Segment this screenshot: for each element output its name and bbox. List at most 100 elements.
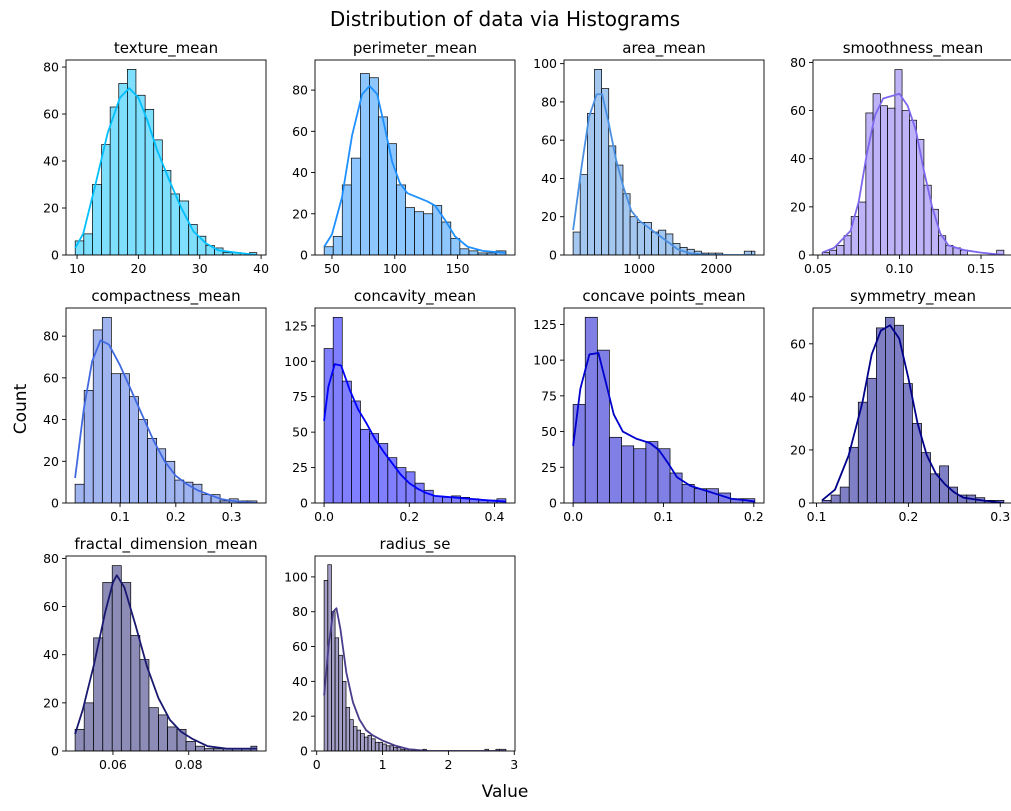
histogram-bar: [360, 733, 365, 751]
plot-area: [74, 565, 258, 751]
histogram-bar: [396, 747, 402, 751]
y-tick-label: 40: [43, 647, 59, 662]
y-tick-label: 0: [798, 496, 806, 511]
x-tick-label: 0.2: [898, 509, 918, 524]
y-tick-label: 40: [790, 389, 806, 404]
kde-curve: [821, 92, 1004, 255]
histogram-bar: [341, 184, 352, 255]
histogram-bar: [396, 467, 407, 503]
x-tick-label: 0.08: [175, 757, 203, 772]
y-tick-label: 80: [541, 94, 557, 109]
histogram-bar: [901, 110, 910, 255]
histogram-bar: [148, 707, 159, 751]
y-tick-label: 125: [284, 318, 308, 333]
histogram-bar: [405, 471, 416, 503]
histogram-bar: [887, 107, 896, 255]
histogram-bar: [192, 483, 203, 503]
histogram-bar: [185, 741, 196, 751]
y-tick-label: 0: [51, 496, 59, 511]
figure-xlabel: Value: [482, 782, 529, 802]
panel-radius-se: radius_se 0 1 2 3 0 20 40 60 80 100: [284, 535, 518, 772]
histogram-bar: [371, 738, 376, 751]
histogram-bar: [843, 235, 852, 255]
y-tick-label: 25: [541, 460, 557, 475]
y-tick-label: 80: [43, 329, 59, 344]
panel-title: concavity_mean: [354, 287, 476, 306]
y-tick-label: 125: [533, 317, 557, 332]
histogram-bar: [396, 184, 406, 255]
y-tick-label: 40: [43, 412, 59, 427]
x-tick-label: 100: [383, 261, 407, 276]
x-tick-label: 1000: [623, 261, 655, 276]
histogram-bar: [135, 94, 146, 255]
y-tick-label: 80: [790, 55, 806, 70]
histogram-bar: [930, 473, 940, 503]
histogram-bar: [450, 238, 461, 255]
histogram-bar: [74, 483, 85, 503]
x-tick-label: 0.1: [110, 509, 130, 524]
histogram-bar: [579, 174, 588, 255]
x-tick-label: 3: [510, 757, 518, 772]
axes-frame: [65, 307, 267, 504]
histogram-bar: [156, 448, 167, 503]
histogram-bar: [74, 240, 85, 255]
y-tick-label: 60: [790, 103, 806, 118]
kde-curve: [572, 93, 755, 255]
x-tick-label: 0.0: [314, 509, 334, 524]
histogram-bar: [363, 736, 369, 751]
panel-title: fractal_dimension_mean: [74, 535, 257, 554]
panel-title: perimeter_mean: [353, 39, 477, 58]
panel-perimeter-mean: perimeter_mean 50 100 150 0 20 40 60 80: [292, 39, 516, 276]
kde-curve: [74, 87, 257, 255]
panel-area-mean: area_mean 1000 2000 0 20 40 60 80 100: [533, 39, 765, 276]
histogram-bar: [334, 637, 340, 751]
axes-frame: [812, 59, 1011, 256]
y-tick-label: 80: [43, 60, 59, 75]
kde-curve: [572, 352, 756, 503]
histogram-bar: [351, 400, 361, 503]
x-tick-label: 40: [253, 261, 269, 276]
histogram-bar: [174, 479, 185, 503]
x-tick-label: 0.2: [744, 509, 764, 524]
histogram-bar: [414, 482, 425, 503]
histogram-bar: [144, 108, 155, 255]
x-tick-label: 0.15: [967, 261, 995, 276]
kde-curve: [323, 363, 506, 503]
panel-title: concave points_mean: [582, 287, 745, 306]
panel-title: compactness_mean: [91, 287, 240, 306]
histogram-bar: [350, 157, 361, 255]
histogram-bar: [633, 448, 647, 503]
kde-curve: [74, 574, 257, 750]
histogram-bar: [129, 396, 139, 503]
kde-curve: [323, 607, 506, 751]
y-tick-label: 40: [541, 171, 557, 186]
axes-frame: [314, 555, 516, 752]
histogram-bar: [423, 213, 434, 255]
plot-area: [323, 317, 507, 503]
y-tick-label: 40: [790, 151, 806, 166]
y-tick-label: 0: [300, 496, 308, 511]
x-tick-label: 0.06: [99, 757, 127, 772]
histogram-bar: [120, 582, 132, 751]
y-tick-label: 0: [51, 248, 59, 263]
histogram-bar: [111, 565, 122, 751]
histogram-bar: [636, 222, 645, 255]
y-tick-label: 60: [541, 133, 557, 148]
histogram-bar: [120, 373, 130, 503]
histogram-bar: [609, 436, 622, 503]
y-tick-label: 50: [292, 425, 308, 440]
histogram-bar: [608, 145, 617, 255]
x-tick-label: 0.1: [654, 509, 674, 524]
x-tick-label: 0.2: [166, 509, 186, 524]
x-tick-label: 0.1: [807, 509, 827, 524]
histogram-bar: [572, 404, 586, 503]
y-tick-label: 40: [43, 154, 59, 169]
y-tick-label: 20: [790, 199, 806, 214]
axes-frame: [563, 59, 765, 256]
axes-frame: [65, 59, 267, 256]
x-tick-label: 1: [379, 757, 387, 772]
histogram-bar: [658, 229, 667, 255]
histogram-bar: [414, 211, 425, 255]
y-tick-label: 100: [533, 56, 557, 71]
